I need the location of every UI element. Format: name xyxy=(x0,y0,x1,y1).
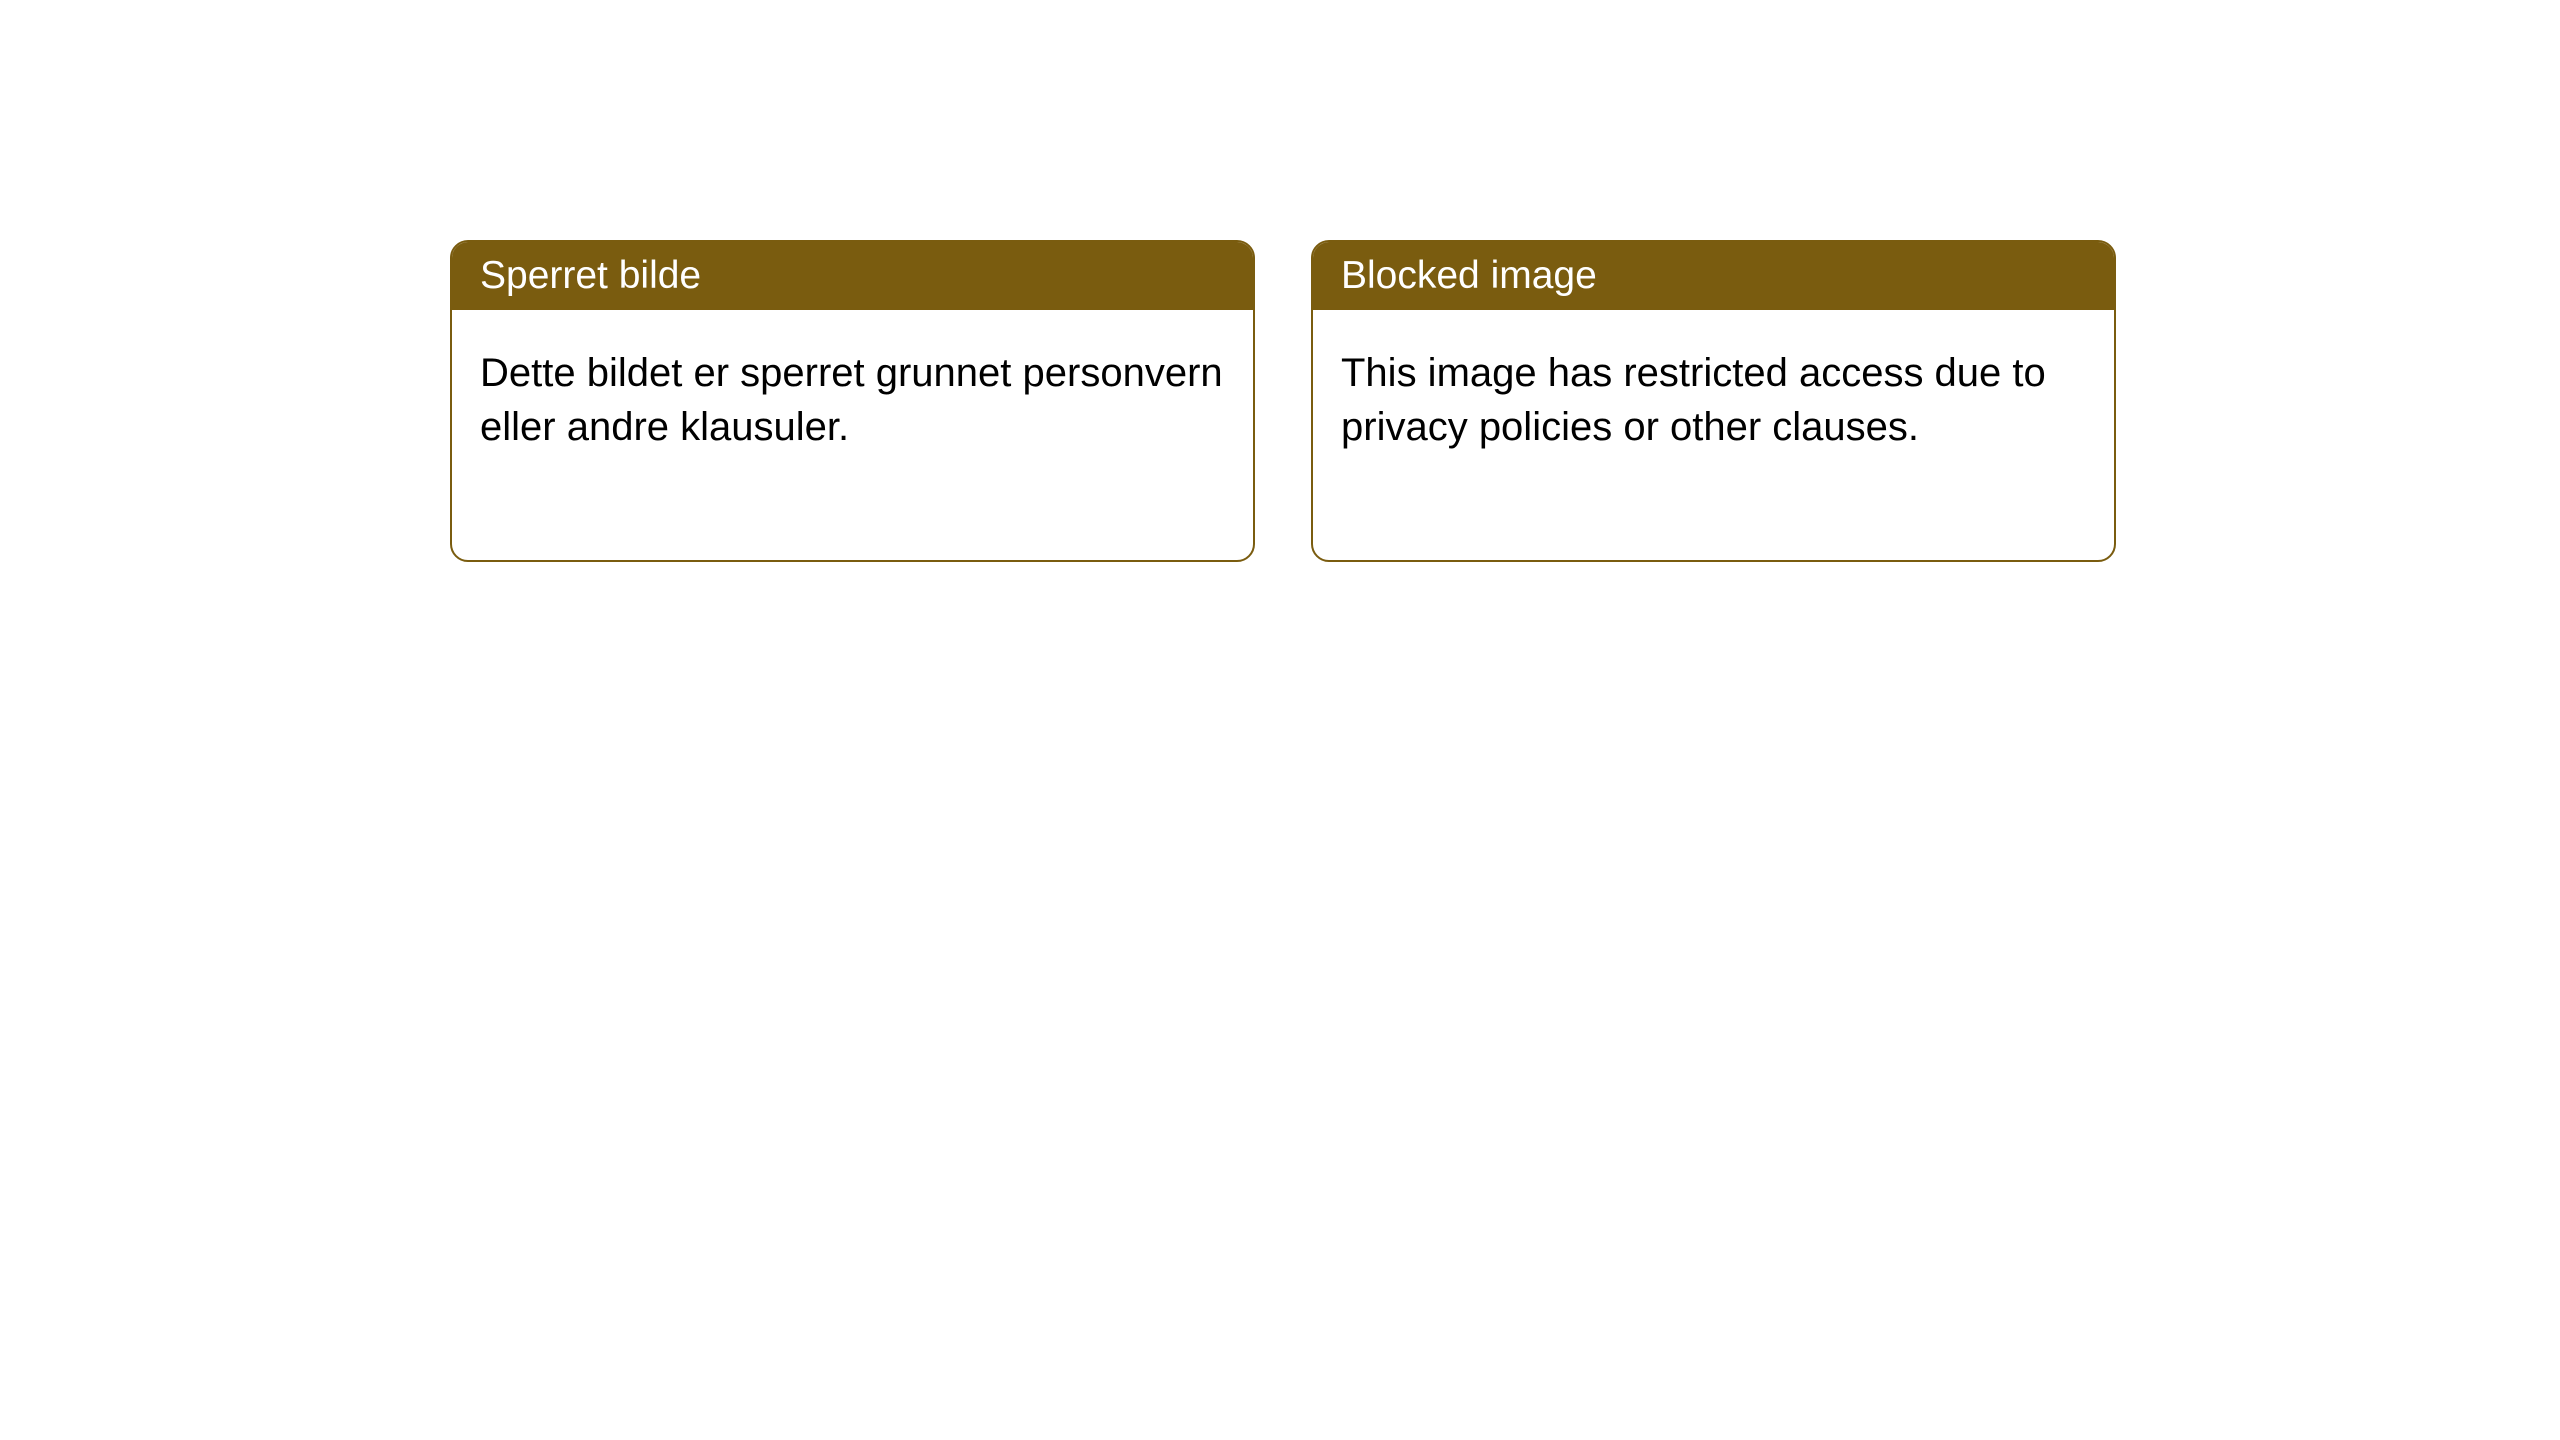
notice-card-norwegian: Sperret bilde Dette bildet er sperret gr… xyxy=(450,240,1255,562)
notice-card-body: Dette bildet er sperret grunnet personve… xyxy=(452,310,1253,560)
notice-title: Sperret bilde xyxy=(480,254,701,297)
notice-body-text: This image has restricted access due to … xyxy=(1341,351,2046,449)
notice-title: Blocked image xyxy=(1341,254,1597,297)
notice-container: Sperret bilde Dette bildet er sperret gr… xyxy=(0,0,2560,562)
notice-card-header: Sperret bilde xyxy=(452,242,1253,310)
notice-card-english: Blocked image This image has restricted … xyxy=(1311,240,2116,562)
notice-card-body: This image has restricted access due to … xyxy=(1313,310,2114,560)
notice-card-header: Blocked image xyxy=(1313,242,2114,310)
notice-body-text: Dette bildet er sperret grunnet personve… xyxy=(480,351,1223,449)
